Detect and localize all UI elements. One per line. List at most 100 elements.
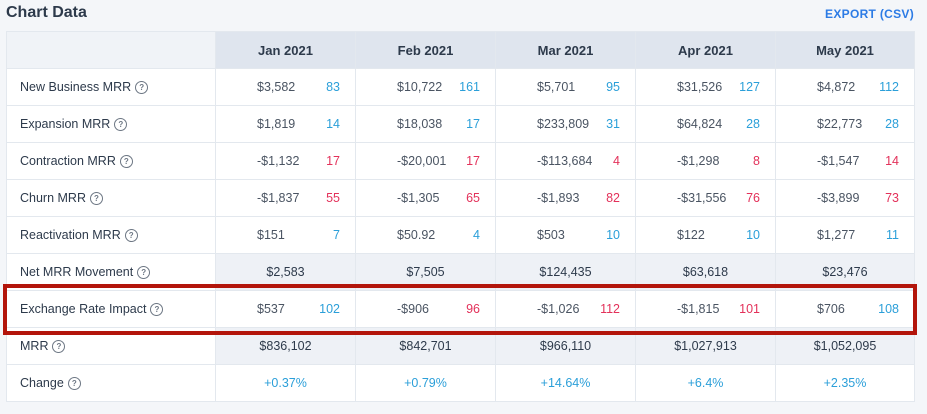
row-label: Change [20, 375, 64, 390]
cell-count-link[interactable]: 8 [753, 154, 760, 168]
cell-count-link[interactable]: 55 [326, 191, 340, 205]
cell-count-link[interactable]: 17 [326, 154, 340, 168]
table-row: MRR? $836,102 $842,701 $966,110 $1,027,913 $1… [6, 327, 915, 365]
table-header-row: Jan 2021 Feb 2021 Mar 2021 Apr 2021 May … [6, 31, 915, 69]
total-cell: $23,476 [775, 253, 915, 291]
cell-count-link[interactable]: 14 [885, 154, 899, 168]
data-cell: $22,773 28 [775, 105, 915, 143]
total-cell: $2,583 [215, 253, 356, 291]
table-row: Reactivation MRR? $151 7 $50.92 4 $503 10 $122 1… [6, 216, 915, 254]
total-cell: +0.79% [355, 364, 496, 402]
cell-count-link[interactable]: 14 [326, 117, 340, 131]
cell-value: -$1,298 [677, 154, 720, 168]
column-header: Mar 2021 [495, 31, 636, 69]
row-label: Contraction MRR [20, 153, 116, 168]
section-title: Chart Data [6, 4, 87, 21]
cell-value: $537 [257, 302, 285, 316]
data-cell: $4,872 112 [775, 68, 915, 106]
cell-count-link[interactable]: 95 [606, 80, 620, 94]
total-cell: $842,701 [355, 327, 496, 365]
help-icon[interactable]: ? [124, 229, 138, 243]
cell-count-link[interactable]: 10 [746, 228, 760, 242]
help-icon[interactable]: ? [137, 266, 151, 280]
cell-value: $151 [257, 228, 285, 242]
cell-value: -$113,684 [537, 154, 593, 168]
help-icon[interactable]: ? [52, 340, 66, 354]
row-label: Reactivation MRR [20, 227, 121, 242]
help-icon[interactable]: ? [119, 155, 133, 169]
cell-count-link[interactable]: 76 [746, 191, 760, 205]
cell-count-link[interactable]: 96 [466, 302, 480, 316]
data-cell: $537 102 [215, 290, 356, 328]
cell-value: $64,824 [677, 117, 723, 131]
data-cell: -$1,026 112 [495, 290, 636, 328]
data-cell: -$20,001 17 [355, 142, 496, 180]
cell-count-link[interactable]: 10 [606, 228, 620, 242]
cell-count-link[interactable]: 17 [466, 117, 480, 131]
total-cell: +14.64% [495, 364, 636, 402]
cell-count-link[interactable]: 101 [739, 302, 760, 316]
column-header: Jan 2021 [215, 31, 356, 69]
cell-value: $706 [817, 302, 845, 316]
cell-value: $503 [537, 228, 565, 242]
row-label-cell: Contraction MRR? [6, 142, 216, 180]
cell-value: -$3,899 [817, 191, 860, 205]
table-row: Exchange Rate Impact? $537 102 -$906 96 -$1,0… [6, 290, 915, 328]
cell-count-link[interactable]: 73 [885, 191, 899, 205]
cell-value: $3,582 [257, 80, 296, 94]
export-csv-button[interactable]: EXPORT (CSV) [825, 7, 914, 21]
cell-count-link[interactable]: 83 [326, 80, 340, 94]
row-label-cell: Expansion MRR? [6, 105, 216, 143]
help-icon[interactable]: ? [114, 118, 128, 132]
cell-count-link[interactable]: 108 [878, 302, 899, 316]
help-icon[interactable]: ? [135, 81, 149, 95]
cell-value: $122 [677, 228, 705, 242]
help-icon[interactable]: ? [67, 377, 81, 391]
row-label: Churn MRR [20, 190, 86, 205]
column-header: May 2021 [775, 31, 915, 69]
cell-value: -$1,305 [397, 191, 440, 205]
cell-count-link[interactable]: 28 [885, 117, 899, 131]
cell-value: $22,773 [817, 117, 863, 131]
cell-value: -$1,837 [257, 191, 300, 205]
cell-value: -$31,556 [677, 191, 727, 205]
cell-value: $1,819 [257, 117, 296, 131]
table-row: New Business MRR? $3,582 83 $10,722 161 $5,70… [6, 68, 915, 106]
cell-count-link[interactable]: 17 [466, 154, 480, 168]
help-icon[interactable]: ? [150, 303, 164, 317]
data-cell: -$906 96 [355, 290, 496, 328]
cell-count-link[interactable]: 4 [473, 228, 480, 242]
data-cell: -$113,684 4 [495, 142, 636, 180]
cell-count-link[interactable]: 112 [600, 302, 620, 316]
cell-count-link[interactable]: 11 [886, 228, 899, 242]
table-row: Expansion MRR? $1,819 14 $18,038 17 $233,809 3… [6, 105, 915, 143]
cell-count-link[interactable]: 65 [466, 191, 480, 205]
cell-count-link[interactable]: 82 [606, 191, 620, 205]
cell-count-link[interactable]: 161 [459, 80, 480, 94]
header-corner [6, 31, 216, 69]
cell-count-link[interactable]: 31 [606, 117, 620, 131]
row-label: Expansion MRR [20, 116, 111, 131]
total-cell: $1,027,913 [635, 327, 776, 365]
data-cell: $122 10 [635, 216, 776, 254]
cell-value: -$20,001 [397, 154, 447, 168]
chart-data-table: Jan 2021 Feb 2021 Mar 2021 Apr 2021 May … [6, 31, 915, 402]
data-cell: $5,701 95 [495, 68, 636, 106]
total-cell: +0.37% [215, 364, 356, 402]
cell-value: $4,872 [817, 80, 856, 94]
cell-count-link[interactable]: 7 [333, 228, 340, 242]
cell-value: $233,809 [537, 117, 590, 131]
row-label: Exchange Rate Impact [20, 301, 147, 316]
cell-count-link[interactable]: 102 [319, 302, 340, 316]
cell-count-link[interactable]: 28 [746, 117, 760, 131]
total-cell: +2.35% [775, 364, 915, 402]
data-cell: $1,277 11 [775, 216, 915, 254]
data-cell: -$1,815 101 [635, 290, 776, 328]
data-cell: -$1,132 17 [215, 142, 356, 180]
row-label-cell: Net MRR Movement? [6, 253, 216, 291]
row-label-cell: Exchange Rate Impact? [6, 290, 216, 328]
cell-count-link[interactable]: 112 [879, 80, 899, 94]
cell-count-link[interactable]: 4 [613, 154, 620, 168]
cell-count-link[interactable]: 127 [739, 80, 760, 94]
help-icon[interactable]: ? [90, 192, 103, 206]
